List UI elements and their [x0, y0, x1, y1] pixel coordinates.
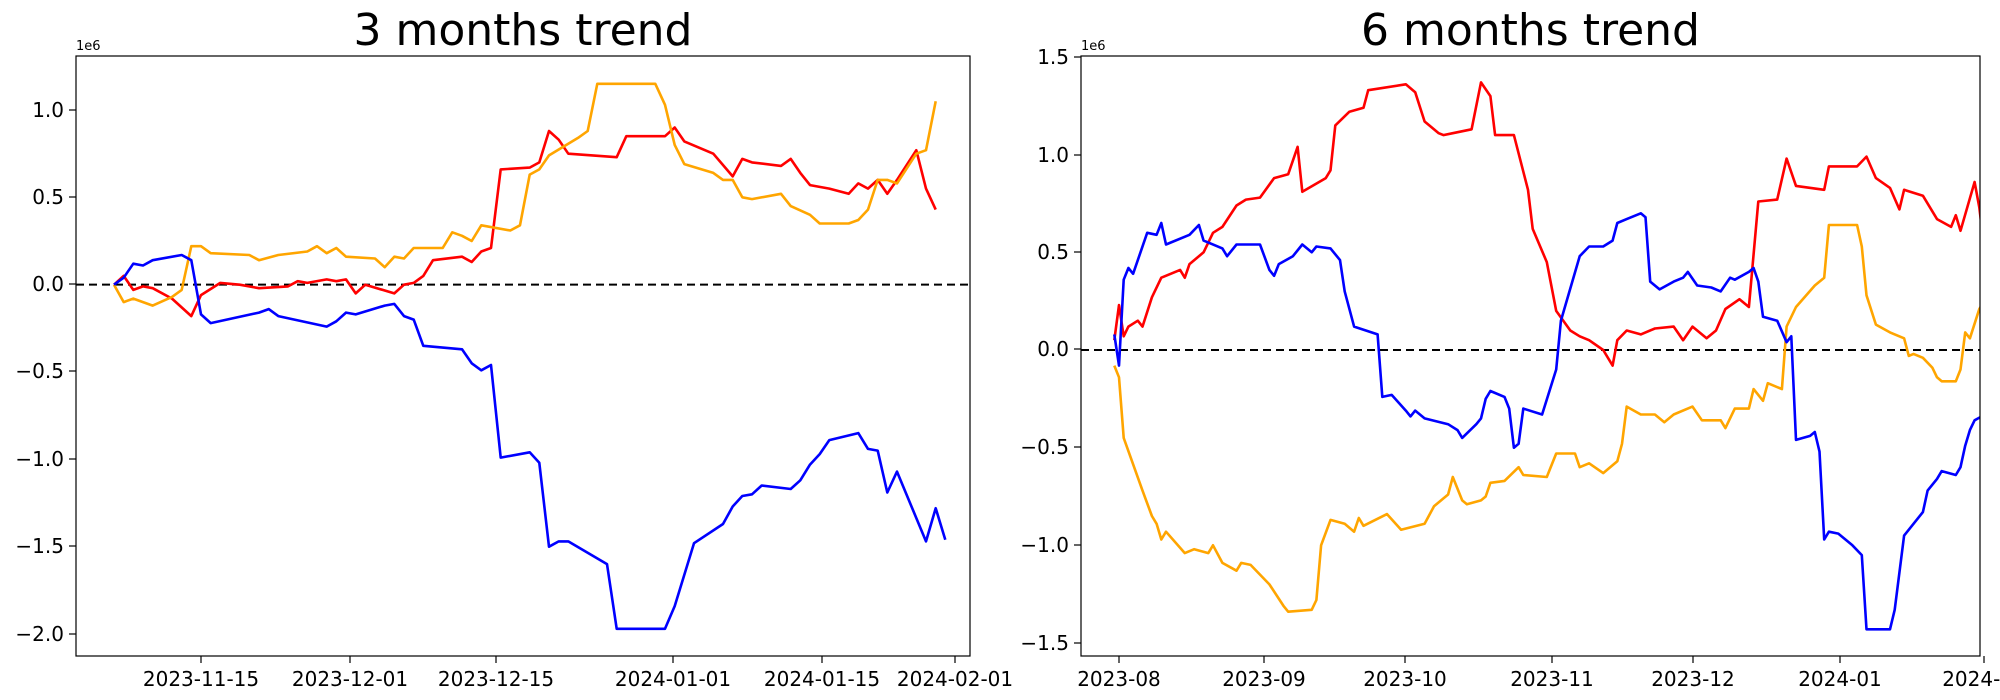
x-tick-label: 2024-01-15	[764, 667, 880, 691]
x-tick-label: 2023-12	[1651, 667, 1735, 691]
y-tick-label: 1.0	[32, 98, 64, 122]
axes-frame	[1080, 55, 1981, 657]
chart-title: 3 months trend	[354, 5, 693, 56]
y-tick-label: −0.5	[15, 359, 64, 383]
series-line-1	[113, 126, 937, 318]
series-line-2	[1113, 223, 1980, 613]
y-tick-label: 1.5	[1037, 45, 1069, 69]
x-tick-label: 2024-02	[1942, 667, 2000, 691]
y-tick-label: 0.5	[32, 185, 64, 209]
y-tick-label: 0.0	[32, 272, 64, 296]
chart-panel-2: 6 months trend 1.5 1.0 0.5 0.0 −0.5 −1.0 −1.5 20…	[1020, 5, 2000, 691]
y-tick-label: −1.0	[1020, 533, 1069, 557]
y-tick-label: −1.5	[1020, 631, 1069, 655]
x-tick-label: 2023-10	[1363, 667, 1447, 691]
y-tick-label: 1.0	[1037, 143, 1069, 167]
y-tick-label: −2.0	[15, 622, 64, 646]
x-tick-label: 2023-08	[1077, 667, 1161, 691]
x-tick-label: 2024-01	[1798, 667, 1882, 691]
x-tick-label: 2023-12-15	[438, 667, 554, 691]
x-tick-label: 2023-09	[1222, 667, 1306, 691]
y-tick-label: 0.0	[1037, 337, 1069, 361]
x-tick-label: 2023-11-15	[143, 667, 259, 691]
series-line-1	[1113, 81, 1980, 367]
y-tick-label: −0.5	[1020, 435, 1069, 459]
y-tick-label: 0.5	[1037, 240, 1069, 264]
x-tick-label: 2024-01-01	[615, 667, 731, 691]
x-tick-label: 2023-12-01	[292, 667, 408, 691]
x-tick-label: 2023-11	[1510, 667, 1594, 691]
series-line-2	[112, 82, 937, 307]
series-line-3	[113, 253, 947, 631]
y-tick-label: −1.5	[15, 534, 64, 558]
x-tick-label: 2024-02-01	[897, 667, 1013, 691]
y-axis-offset-label: 1e6	[1081, 39, 1106, 54]
series-line-3	[1113, 212, 1980, 631]
axes-frame	[75, 55, 971, 657]
y-axis-offset-label: 1e6	[76, 39, 101, 54]
y-tick-label: −1.0	[15, 447, 64, 471]
chart-title: 6 months trend	[1361, 5, 1700, 56]
chart-panel-1: 3 months trend 1.0 0.5 0.0 −0.5 −1.0 −1.5 −2.0 2…	[15, 5, 1013, 691]
